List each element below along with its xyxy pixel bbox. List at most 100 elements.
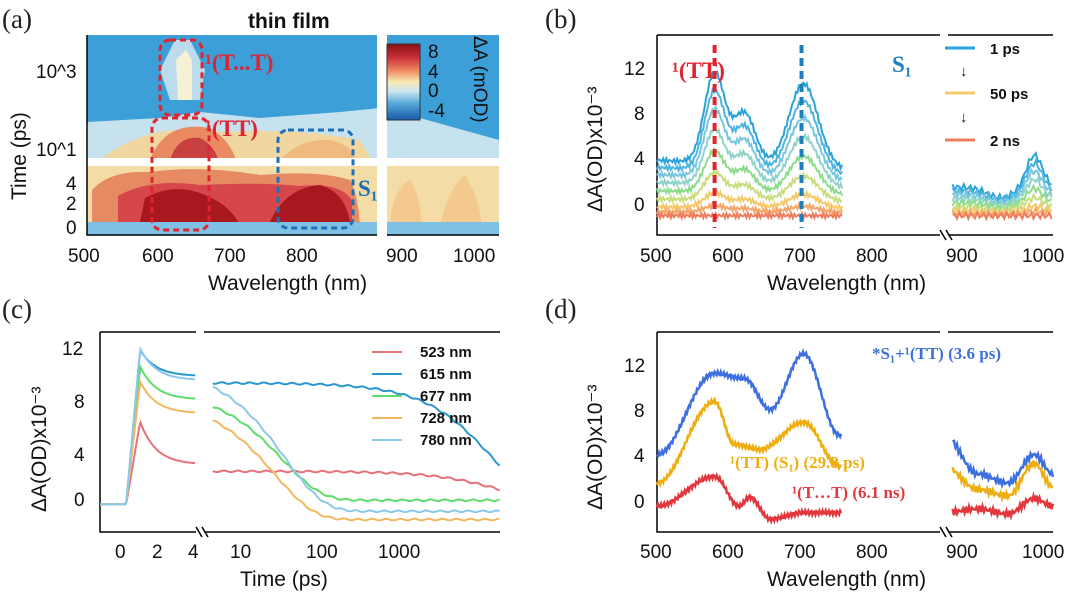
x-tick: 1000: [1022, 246, 1064, 267]
series-line: [100, 345, 500, 514]
series-line: [656, 146, 1053, 213]
panel-b-yticks: 12 8 4 0: [624, 59, 645, 216]
y-tick: 8: [634, 104, 645, 125]
legend-arrow: ↓: [960, 63, 968, 80]
x-tick: 500: [640, 246, 672, 267]
panel-c-label: (c): [2, 294, 32, 324]
x-tick: 100: [306, 542, 338, 563]
x-tick: 700: [214, 246, 246, 267]
x-tick: 900: [946, 246, 978, 267]
legend-entry: 728 nm: [420, 410, 472, 427]
panel-a-axes: [86, 35, 499, 236]
panel-a-heatmap: [87, 35, 499, 235]
y-tick: 0: [634, 195, 645, 216]
panel-a-title: thin film: [248, 10, 330, 33]
legend-arrow: ↓: [960, 109, 968, 126]
panel-c-yticks: 12 8 4 0: [62, 339, 85, 511]
panel-d-xticks: 500 600 700 800 900 1000: [640, 542, 1064, 563]
y-tick: 12: [624, 356, 645, 377]
legend-entry: 2 ns: [990, 133, 1020, 150]
series-label-s1tt: *S₁+¹(TT) (3.6 ps): [872, 344, 1001, 363]
panel-c-xlabel: Time (ps): [240, 568, 328, 591]
annotation-s1: S₁: [358, 176, 378, 201]
marker-label-tt: ¹(TT): [672, 58, 725, 83]
series-line: [655, 395, 1054, 503]
panel-d-xlabel: Wavelength (nm): [767, 568, 926, 591]
panel-c-ylabel: ΔA(OD)x10⁻³: [28, 387, 51, 512]
legend-entry: 1 ps: [990, 41, 1020, 58]
panel-b-ylabel: ΔA(OD)x10⁻³: [584, 87, 607, 212]
panel-b-xlabel: Wavelength (nm): [767, 272, 926, 295]
x-tick: 0: [115, 542, 126, 563]
x-tick: 800: [856, 246, 888, 267]
series-label-t-t: ¹(T…T) (6.1 ns): [792, 483, 905, 502]
annotation-tt: ¹(TT): [205, 116, 258, 141]
panel-c-plot: [100, 345, 501, 522]
y-tick: 0: [66, 218, 77, 239]
legend-entry: 677 nm: [420, 388, 472, 405]
x-tick: 2: [152, 542, 163, 563]
legend-entry: 523 nm: [420, 344, 472, 361]
panel-a-xticks: 500 600 700 800 900 1000: [68, 246, 495, 267]
legend-entry: 780 nm: [420, 432, 472, 449]
x-tick: 4: [188, 542, 199, 563]
x-tick: 1000: [1022, 542, 1064, 563]
series-line: [656, 209, 1053, 222]
y-tick: 4: [634, 149, 645, 170]
y-tick: 10^1: [36, 140, 77, 161]
x-tick: 900: [386, 246, 418, 267]
panel-a-yticks: 10^3 10^1 4 2 0: [36, 62, 77, 239]
x-tick: 1000: [378, 542, 420, 563]
x-tick: 600: [142, 246, 174, 267]
y-tick: 8: [634, 401, 645, 422]
panel-b-plot: [656, 45, 1053, 228]
y-tick: 4: [634, 446, 645, 467]
x-tick: 700: [784, 246, 816, 267]
y-tick: 2: [66, 194, 77, 215]
x-tick: 600: [712, 542, 744, 563]
panel-b-axes: [656, 34, 1053, 241]
panel-d-label: (d): [545, 294, 576, 324]
y-tick: 4: [66, 174, 77, 195]
marker-label-s1: S₁: [892, 52, 912, 77]
panel-c-xticks: 0 2 4 10 100 1000: [115, 542, 420, 563]
y-tick: 4: [74, 445, 85, 466]
y-tick: 10^3: [36, 62, 77, 83]
legend-entry: 615 nm: [420, 366, 472, 383]
panel-a-colorbar: 8 4 0 -4 ΔA (mOD): [386, 36, 490, 123]
panel-c-legend: 523 nm 615 nm 677 nm 728 nm 780 nm: [372, 344, 472, 449]
colorbar-tick: 4: [428, 62, 439, 83]
panel-d-axes: [656, 331, 1053, 538]
panel-d-yticks: 12 8 4 0: [624, 356, 645, 513]
colorbar-tick: 0: [428, 81, 439, 102]
colorbar-tick: 8: [428, 42, 439, 63]
panel-a-label: (a): [2, 4, 32, 34]
colorbar-label: ΔA (mOD): [469, 36, 490, 123]
x-tick: 1000: [453, 246, 495, 267]
series-line: [656, 347, 1055, 490]
series-line: [655, 471, 1055, 525]
x-tick: 500: [640, 542, 672, 563]
panel-a-annotations: ¹(T...T) ¹(TT) S₁: [150, 38, 378, 232]
x-tick: 500: [68, 246, 100, 267]
y-tick: 8: [74, 392, 85, 413]
panel-a-ylabel: Time (ps): [8, 112, 31, 200]
panel-c-axes: [99, 331, 500, 538]
y-tick: 0: [634, 492, 645, 513]
x-tick: 600: [712, 246, 744, 267]
legend-entry: 50 ps: [990, 86, 1028, 103]
panel-d-ylabel: ΔA(OD)x10⁻³: [584, 385, 607, 510]
annotation-tt-separated: ¹(T...T): [205, 50, 273, 75]
y-tick: 0: [74, 490, 85, 511]
x-tick: 900: [946, 542, 978, 563]
x-tick: 800: [856, 542, 888, 563]
y-tick: 12: [624, 59, 645, 80]
panel-b-xticks: 500 600 700 800 900 1000: [640, 246, 1064, 267]
y-tick: 12: [62, 339, 83, 360]
colorbar-tick: -4: [428, 101, 445, 122]
panel-d-plot: [655, 347, 1055, 525]
panel-b-label: (b): [545, 4, 576, 34]
series-line: [656, 103, 1053, 208]
panel-a-xlabel: Wavelength (nm): [208, 272, 367, 295]
